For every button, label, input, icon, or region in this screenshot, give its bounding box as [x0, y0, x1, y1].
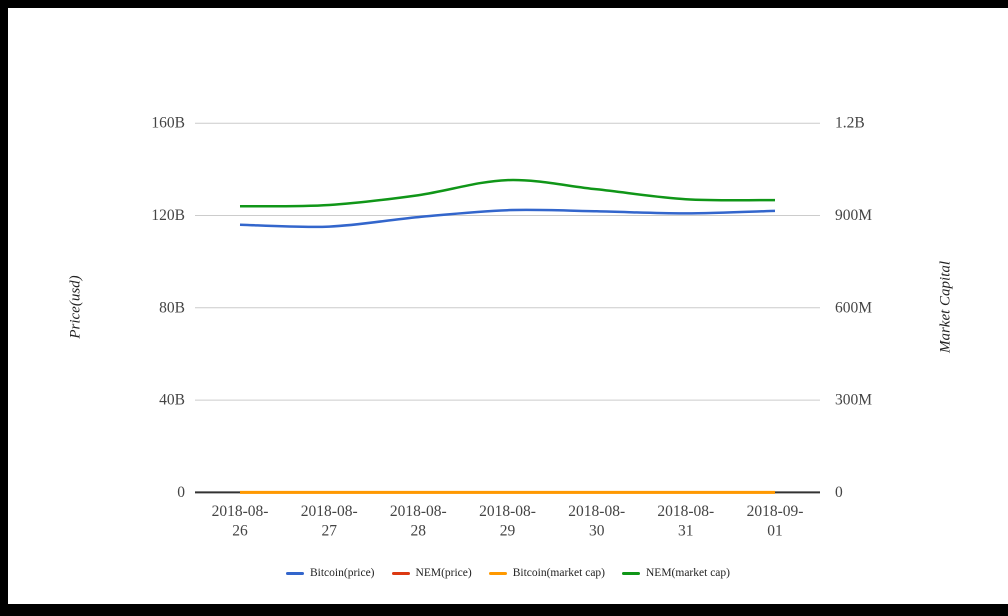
legend-item-nem-market-cap[interactable]: NEM(market cap) [622, 567, 730, 579]
x-tick-label: 2018-08-28 [390, 503, 447, 540]
chart-panel [8, 8, 1008, 604]
x-tick-label: 2018-08-26 [212, 503, 269, 540]
x-tick-label: 2018-09-01 [747, 503, 804, 540]
legend-swatch-bitcoin-price-icon [286, 571, 304, 575]
y-tick-label-right: 1.2B [835, 115, 865, 132]
y-tick-label-right: 300M [835, 392, 872, 409]
x-tick-label: 2018-08-27 [301, 503, 358, 540]
right-axis-title: Market Capital [937, 260, 954, 354]
legend-label: NEM(market cap) [646, 567, 730, 579]
series-line-nem-market-cap [239, 178, 776, 208]
x-tick-label: 2018-08-31 [657, 503, 714, 540]
legend-swatch-bitcoin-market-cap-icon [488, 571, 507, 575]
y-tick-label-left: 160B [151, 115, 185, 132]
series-line-bitcoin-price [239, 208, 776, 229]
y-tick-label-right: 900M [835, 207, 872, 224]
y-tick-label-right: 0 [835, 484, 843, 501]
legend-swatch-nem-price-icon [391, 571, 410, 575]
y-tick-label-left: 120B [151, 207, 185, 224]
x-tick-label: 2018-08-29 [479, 503, 536, 540]
y-tick-label-left: 80B [159, 299, 185, 316]
legend: Bitcoin(price) NEM(price) Bitcoin(market… [8, 565, 1008, 581]
legend-swatch-nem-market-cap-icon [622, 571, 640, 575]
x-tick-label: 2018-08-30 [568, 503, 625, 540]
y-tick-label-right: 600M [835, 299, 872, 316]
legend-label: Bitcoin(market cap) [512, 567, 605, 579]
y-tick-label-left: 40B [159, 392, 185, 409]
left-axis-title: Price(usd) [67, 275, 84, 339]
legend-item-bitcoin-market-cap[interactable]: Bitcoin(market cap) [488, 567, 605, 579]
legend-item-nem-price[interactable]: NEM(price) [391, 567, 472, 579]
legend-label: Bitcoin(price) [310, 567, 375, 579]
y-tick-label-left: 0 [177, 484, 185, 501]
legend-label: NEM(price) [415, 567, 472, 579]
legend-item-bitcoin-price[interactable]: Bitcoin(price) [286, 567, 375, 579]
